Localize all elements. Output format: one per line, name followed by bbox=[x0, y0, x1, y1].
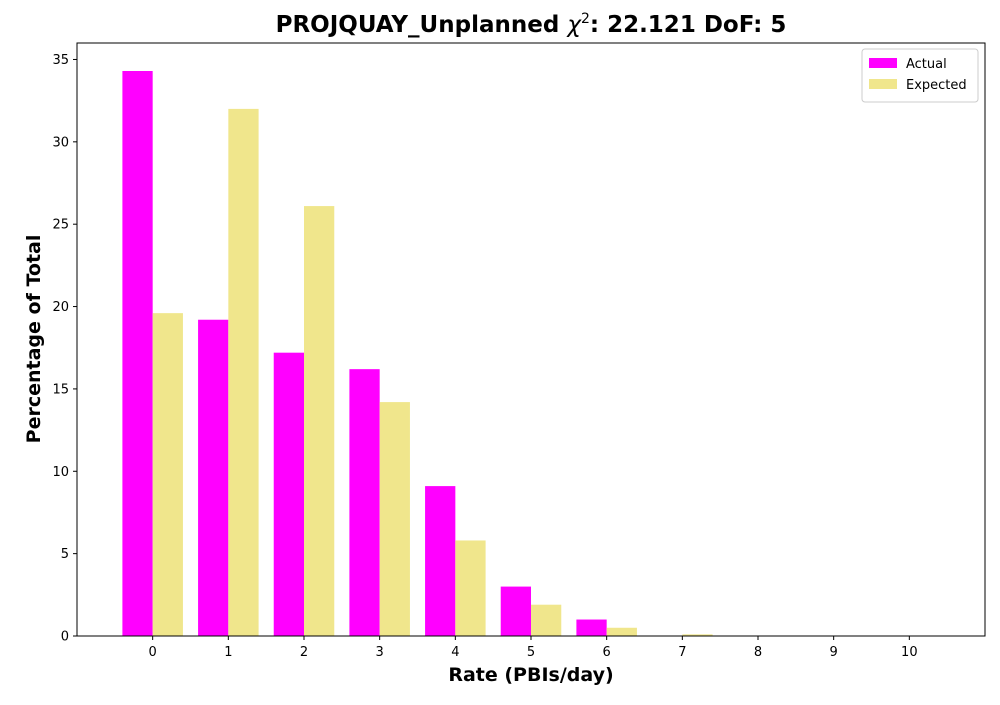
y-tick-label-0: 0 bbox=[61, 630, 69, 645]
bar-actual-0 bbox=[122, 71, 152, 636]
legend-label-expected: Expected bbox=[906, 78, 967, 93]
axes-layer: 0 1 2 3 4 5 6 7 8 9 10 0 5 10 15 20 25 30 35 bbox=[52, 43, 985, 660]
bar-actual-1 bbox=[198, 320, 228, 636]
legend: Actual Expected bbox=[862, 49, 978, 102]
bar-actual-2 bbox=[274, 353, 304, 636]
x-tick-label-9: 9 bbox=[830, 645, 838, 660]
bar-actual-6 bbox=[576, 620, 606, 636]
title-suffix: : 22.121 DoF: 5 bbox=[590, 12, 787, 38]
y-tick-label-10: 10 bbox=[52, 465, 69, 480]
x-tick-label-2: 2 bbox=[300, 645, 308, 660]
y-tick-label-25: 25 bbox=[52, 218, 69, 233]
y-axis-label: Percentage of Total bbox=[23, 235, 45, 444]
bar-expected-0 bbox=[153, 313, 183, 636]
x-tick-label-1: 1 bbox=[224, 645, 232, 660]
y-tick-label-5: 5 bbox=[61, 547, 69, 562]
bar-expected-6 bbox=[607, 628, 637, 636]
legend-label-actual: Actual bbox=[906, 57, 947, 72]
x-tick-label-5: 5 bbox=[527, 645, 535, 660]
bar-expected-1 bbox=[228, 109, 258, 636]
bar-actual-5 bbox=[501, 587, 531, 636]
x-tick-label-6: 6 bbox=[603, 645, 611, 660]
x-tick-label-7: 7 bbox=[678, 645, 686, 660]
legend-swatch-actual bbox=[869, 58, 897, 68]
y-tick-label-15: 15 bbox=[52, 382, 69, 397]
title-prefix: PROJQUAY_Unplanned bbox=[276, 12, 568, 38]
title-superscript: 2 bbox=[581, 11, 590, 27]
bar-expected-5 bbox=[531, 605, 561, 636]
title-chi-symbol: χ bbox=[565, 12, 582, 38]
x-tick-label-0: 0 bbox=[149, 645, 157, 660]
bar-expected-3 bbox=[380, 402, 410, 636]
bar-expected-2 bbox=[304, 206, 334, 636]
legend-swatch-expected bbox=[869, 79, 897, 89]
y-tick-label-30: 30 bbox=[52, 135, 69, 150]
bar-actual-3 bbox=[349, 369, 379, 636]
bars-layer bbox=[122, 71, 788, 636]
y-tick-label-20: 20 bbox=[52, 300, 69, 315]
x-tick-label-8: 8 bbox=[754, 645, 762, 660]
bar-actual-4 bbox=[425, 486, 455, 636]
x-axis-label: Rate (PBIs/day) bbox=[448, 664, 613, 686]
x-tick-label-10: 10 bbox=[901, 645, 918, 660]
bar-expected-4 bbox=[455, 540, 485, 636]
x-tick-label-4: 4 bbox=[451, 645, 459, 660]
y-tick-label-35: 35 bbox=[52, 53, 69, 68]
chart-title: PROJQUAY_Unplanned χ2: 22.121 DoF: 5 bbox=[276, 11, 787, 38]
x-tick-label-3: 3 bbox=[376, 645, 384, 660]
